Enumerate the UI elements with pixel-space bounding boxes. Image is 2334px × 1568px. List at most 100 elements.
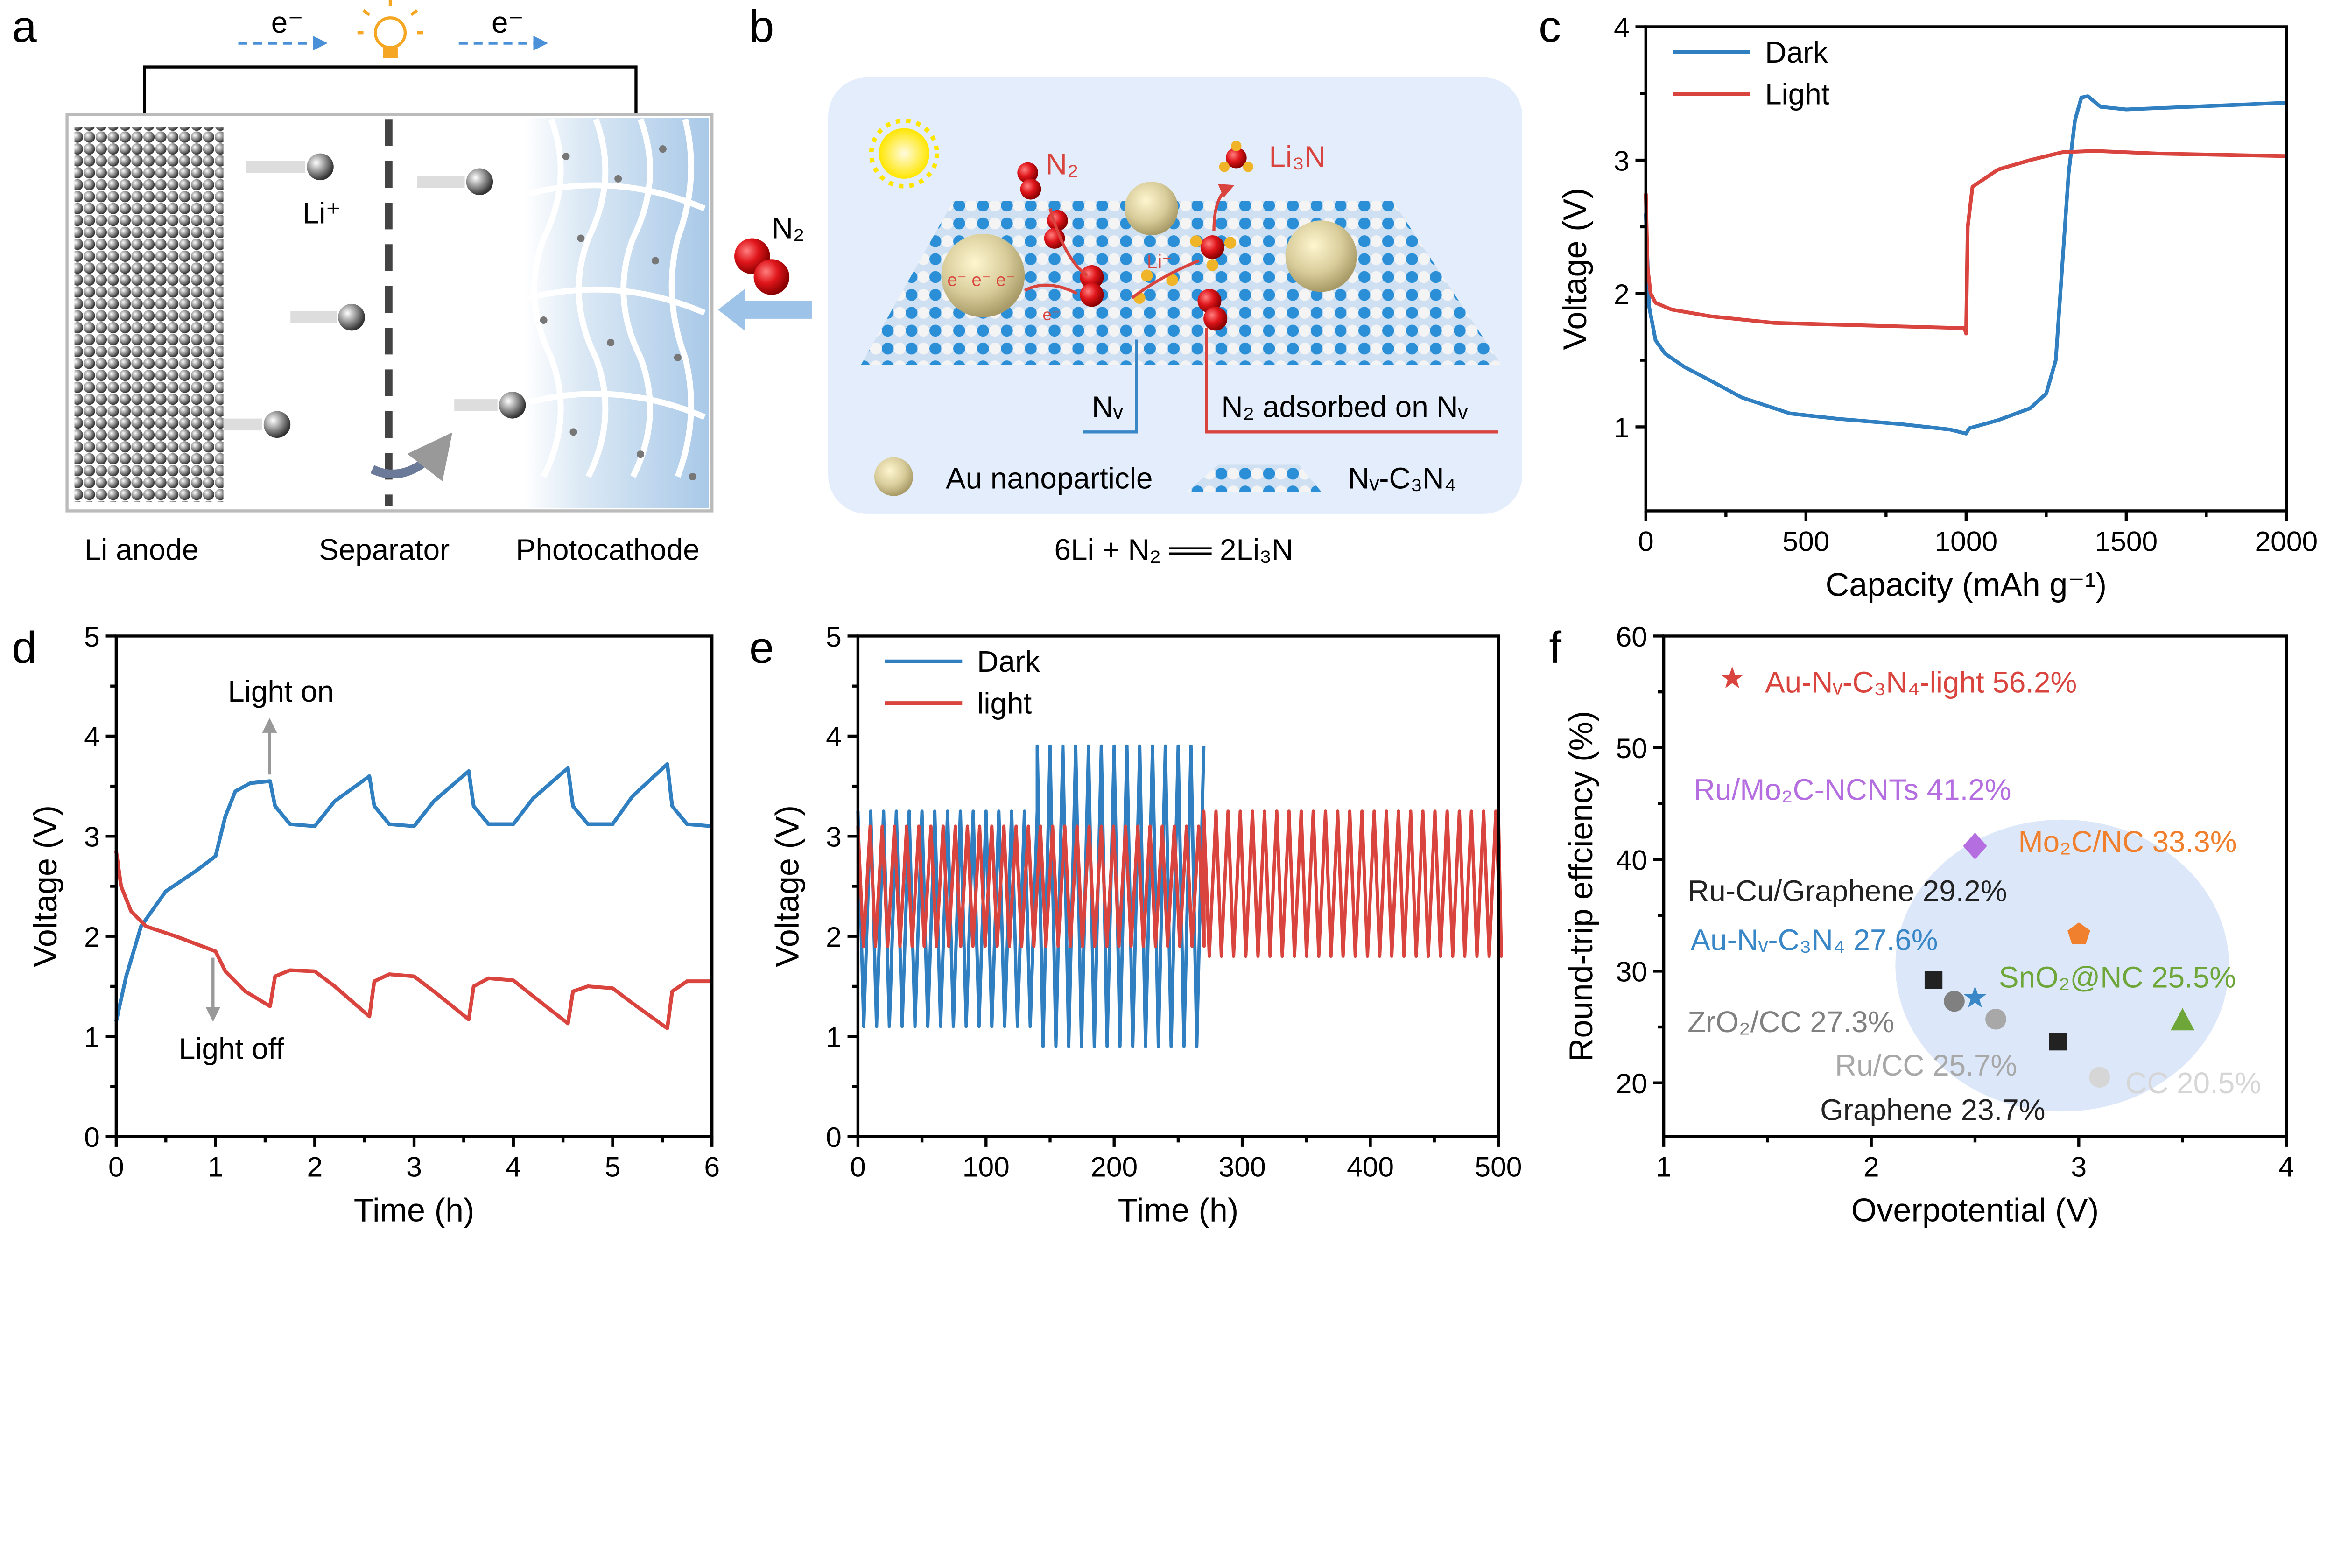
y-tick-label: 3	[84, 821, 100, 853]
au-nanoparticle	[1125, 182, 1178, 236]
panel-label-f: f	[1549, 623, 1561, 673]
y-tick-label: 2	[826, 921, 842, 953]
x-tick-label: 2000	[2255, 526, 2318, 557]
panel-label-a: a	[12, 1, 37, 51]
x-tick-label: 500	[1475, 1151, 1522, 1183]
y-tick-label: 40	[1616, 844, 1647, 876]
au-nanoparticle	[941, 233, 1025, 317]
n2-molecule-icon	[734, 238, 790, 295]
y-tick-label: 1	[826, 1021, 842, 1053]
y-axis-label: Voltage (V)	[1556, 188, 1593, 350]
x-tick-label: 5	[605, 1151, 621, 1183]
y-tick-label: 20	[1616, 1068, 1647, 1099]
series-line-light	[856, 809, 1503, 958]
x-tick-label: 1	[208, 1151, 224, 1183]
n2-inflow-arrow	[717, 289, 812, 331]
battery-schematic: e⁻ e⁻ Li⁺ N₂ Li anode Separator Ph	[65, 0, 812, 567]
legend-label: light	[977, 686, 1032, 720]
chart-0: 0 500 1000 1500 2000 1 2 3 4 Capacity (mAh g⁻¹) Vo…	[1556, 12, 2318, 603]
legend-label: Dark	[977, 645, 1040, 678]
photocathode-fibers	[528, 118, 706, 478]
y-tick-label: 1	[84, 1021, 100, 1053]
x-tick-label: 100	[963, 1151, 1010, 1183]
plot-frame	[1662, 634, 2288, 1138]
point-label: Mo₂C/NC 33.3%	[2018, 825, 2237, 858]
separator-label: Separator	[319, 533, 450, 567]
x-axis-label: Capacity (mAh g⁻¹)	[1826, 566, 2107, 603]
x-tick-label: 4	[2278, 1151, 2294, 1183]
y-tick-label: 0	[826, 1121, 842, 1153]
x-tick-label: 4	[506, 1151, 521, 1183]
au-nanoparticle-legend-label: Au nanoparticle	[946, 462, 1153, 495]
data-point-pentagon	[2067, 922, 2090, 944]
n2-label: N₂	[1046, 147, 1079, 181]
plot-frame	[1644, 25, 2288, 513]
y-tick-label: 2	[1614, 278, 1630, 310]
data-point-circle	[2089, 1067, 2110, 1088]
series-line-s1	[114, 851, 712, 1030]
point-label: Graphene 23.7%	[1820, 1093, 2045, 1126]
electron-label: e⁻	[492, 6, 524, 39]
sun-icon	[869, 118, 939, 189]
n2-adsorbed-pointer-line	[1205, 327, 1498, 434]
data-point-square	[2049, 1033, 2067, 1051]
x-tick-label: 0	[1638, 526, 1654, 557]
series-line-s0	[114, 762, 712, 1022]
reaction-equation: 6Li + N₂ ══ 2Li₃N	[1054, 533, 1293, 567]
x-tick-label: 2	[307, 1151, 323, 1183]
photocathode-label: Photocathode	[516, 533, 700, 567]
au-nanoparticle-legend-icon	[874, 457, 913, 496]
y-axis-label: Round-trip effciency (%)	[1562, 711, 1599, 1062]
light-off-annotation: Light off	[179, 1032, 284, 1066]
chart-1: 0 1 2 3 4 5 6 0 1 2 3 4 5 Time (h) Voltage (V) Light on…	[27, 621, 720, 1229]
photocathode-particles	[540, 145, 696, 481]
y-tick-label: 4	[84, 721, 100, 752]
y-tick-label: 5	[84, 621, 100, 653]
series-line-light	[1644, 149, 2286, 336]
y-tick-label: 4	[1614, 12, 1630, 43]
ion-crossing-arrow	[370, 432, 453, 482]
mechanism-schematic: e⁻ e⁻ e⁻ N₂ Li₃N Li⁺ e⁻ Nᵥ N₂ adsorbed o…	[828, 77, 1522, 567]
x-tick-label: 1	[1656, 1151, 1672, 1183]
c3n4-legend-icon	[1187, 464, 1322, 492]
x-tick-label: 1000	[1934, 526, 1997, 557]
y-tick-label: 0	[84, 1121, 100, 1153]
panel-label-d: d	[12, 623, 37, 673]
point-label: Au-Nᵥ-C₃N₄-light 56.2%	[1765, 666, 2077, 699]
panel-label-e: e	[749, 623, 774, 673]
li-ion-label: Li⁺	[1147, 250, 1172, 272]
data-point-triangle	[2171, 1008, 2195, 1031]
y-axis-label: Voltage (V)	[768, 805, 805, 967]
n2-label: N₂	[772, 211, 805, 245]
y-tick-label: 2	[84, 921, 100, 953]
data-point-circle	[1985, 1008, 2006, 1030]
x-tick-label: 6	[704, 1151, 720, 1183]
chart-3: 1 2 3 4 20 30 40 50 60 Overpotential (V) Round-tri…	[1562, 621, 2294, 1229]
y-tick-label: 60	[1616, 621, 1647, 653]
x-tick-label: 3	[2071, 1151, 2087, 1183]
data-point-diamond	[1963, 832, 1987, 860]
plot-frame	[856, 634, 1500, 1138]
point-label: CC 20.5%	[2125, 1066, 2261, 1100]
x-tick-label: 1500	[2095, 526, 2158, 557]
legend-label: Dark	[1765, 35, 1828, 69]
panel-label-b: b	[749, 1, 774, 51]
panel-label-c: c	[1539, 1, 1561, 51]
x-axis-label: Time (h)	[1118, 1191, 1239, 1228]
x-tick-label: 3	[406, 1151, 422, 1183]
series-line-dark	[1644, 94, 2287, 436]
light-on-annotation: Light on	[228, 675, 334, 708]
x-tick-label: 0	[108, 1151, 124, 1183]
figure: a b c d e f e⁻ e⁻	[12, 0, 2318, 1229]
y-tick-label: 3	[826, 821, 842, 853]
point-label: ZrO₂/CC 27.3%	[1687, 1005, 1894, 1039]
plot-frame	[114, 634, 714, 1138]
x-tick-label: 0	[850, 1151, 866, 1183]
x-axis-label: Overpotential (V)	[1851, 1191, 2099, 1228]
nv-label: Nᵥ	[1092, 390, 1123, 423]
data-point-star	[1721, 666, 1744, 689]
au-nanoparticle	[1285, 220, 1357, 292]
lightbulb-icon	[357, 0, 423, 58]
li-anode-label: Li anode	[84, 533, 199, 567]
